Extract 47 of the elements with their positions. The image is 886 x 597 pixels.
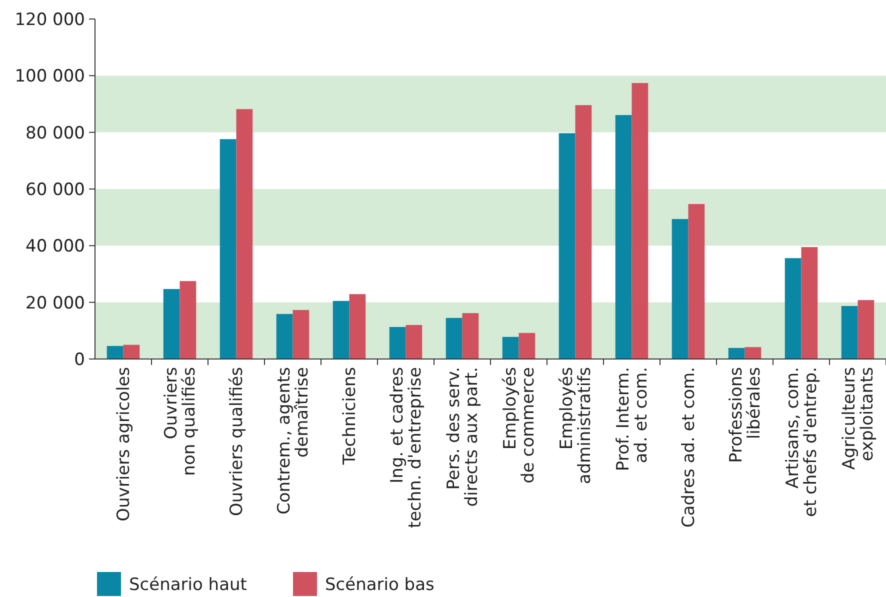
bar (180, 281, 196, 359)
x-tick-label: Cadres ad. et com. (679, 367, 700, 528)
bar (406, 325, 422, 359)
y-tick-label: 40 000 (26, 236, 85, 257)
y-tick-label: 20 000 (26, 293, 85, 314)
bar (220, 139, 236, 359)
bar (784, 258, 802, 359)
bar (858, 300, 874, 359)
bar (332, 300, 350, 359)
bar (841, 306, 858, 359)
bar (558, 133, 576, 359)
x-tick-label: Ouvriers non qualifiés (162, 366, 200, 476)
x-tick-label: Techniciens (340, 366, 360, 466)
x-tick-label: Pers. des serv. directs aux part. (444, 367, 482, 507)
bar (276, 314, 293, 359)
bar (446, 318, 462, 359)
y-tick-label: 0 (74, 350, 85, 370)
bar (672, 219, 688, 359)
y-tick-label: 80 000 (26, 123, 85, 144)
x-tick-label: Ouvriers agricoles (114, 366, 134, 522)
x-tick-label: Professions libérales (726, 366, 765, 463)
bar (632, 83, 648, 359)
bar (575, 105, 592, 359)
bar (615, 115, 632, 359)
bar (236, 109, 253, 359)
bar (163, 289, 180, 359)
x-tick-label: Contrem., agents demaîtrise (274, 366, 313, 515)
y-tick-label: 100 000 (14, 66, 85, 87)
bar (502, 336, 519, 359)
bar (518, 332, 536, 359)
bar (688, 204, 705, 359)
x-tick-label: Ouvriers qualifiés (227, 366, 248, 516)
y-tick-label: 60 000 (26, 180, 85, 200)
bar (349, 294, 366, 359)
x-tick-label: Prof. Interm. ad. et com. (614, 367, 652, 472)
bar (106, 346, 124, 359)
bar (389, 326, 406, 359)
bar (123, 344, 140, 359)
y-tick-label: 120 000 (14, 10, 85, 30)
bar (292, 310, 310, 359)
bar (462, 313, 479, 359)
bar (728, 348, 745, 359)
x-tick-label: Artisans, com. et chefs d'entrep. (783, 367, 822, 517)
legend-label: Scénario haut (129, 574, 248, 595)
bar (744, 347, 762, 359)
legend-label: Scénario bas (325, 574, 435, 595)
bar (801, 247, 818, 359)
